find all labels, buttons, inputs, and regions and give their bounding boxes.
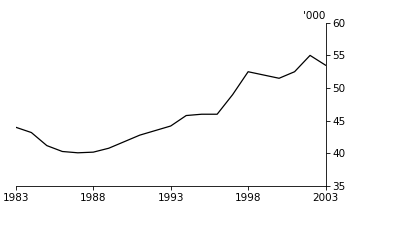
Text: '000: '000 (303, 11, 326, 21)
